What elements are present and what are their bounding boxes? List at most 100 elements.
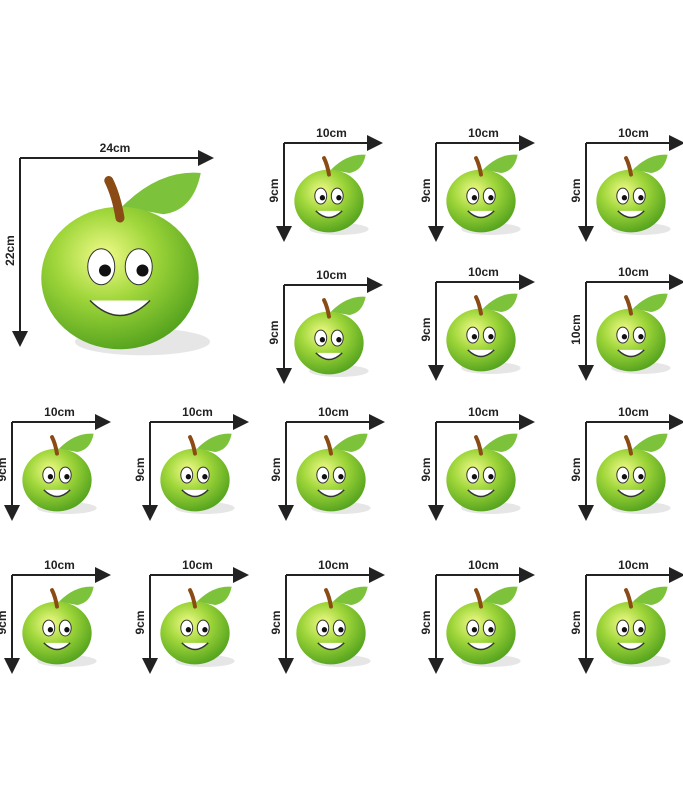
mouth	[617, 489, 645, 498]
sticker: 10cm 9cm	[419, 126, 535, 242]
pupil	[471, 627, 478, 633]
sticker: 10cm 9cm	[267, 126, 383, 242]
pupil	[471, 474, 478, 480]
apple	[22, 586, 97, 667]
sticker: 10cm 9cm	[569, 405, 683, 521]
width-label: 24cm	[100, 141, 131, 155]
apple	[294, 154, 369, 235]
pupil	[99, 264, 111, 277]
width-label: 10cm	[318, 558, 349, 572]
pupil	[638, 627, 644, 633]
height-label: 9cm	[133, 457, 147, 481]
mouth	[617, 210, 645, 219]
sticker: 10cm 9cm	[419, 558, 535, 674]
sticker: 10cm 9cm	[267, 268, 383, 384]
width-label: 10cm	[316, 268, 347, 282]
pupil	[321, 474, 328, 480]
sticker: 24cm 22cm	[3, 141, 214, 356]
apple-body	[446, 448, 516, 512]
width-label: 10cm	[618, 405, 649, 419]
mouth	[467, 210, 495, 219]
mouth	[467, 642, 495, 651]
height-label: 10cm	[569, 314, 583, 345]
pupil	[488, 334, 494, 340]
mouth	[181, 642, 209, 651]
sticker: 10cm 9cm	[133, 405, 249, 521]
height-label: 9cm	[419, 610, 433, 634]
apple-leaf	[483, 586, 518, 605]
pupil	[319, 195, 326, 201]
mouth	[467, 349, 495, 358]
apple-body	[596, 448, 666, 512]
mouth	[617, 642, 645, 651]
apple	[596, 586, 671, 667]
width-label: 10cm	[44, 558, 75, 572]
height-label: 9cm	[569, 457, 583, 481]
pupil	[202, 474, 208, 480]
sticker: 10cm 9cm	[419, 405, 535, 521]
apple-stem	[474, 295, 483, 316]
height-label: 9cm	[269, 610, 283, 634]
sticker: 10cm 9cm	[0, 558, 111, 674]
apple-stem	[324, 588, 333, 609]
pupil	[638, 334, 644, 340]
apple-stem	[324, 435, 333, 456]
apple-body	[22, 601, 92, 665]
apple-body	[446, 169, 516, 233]
width-label: 10cm	[618, 558, 649, 572]
apple	[22, 433, 97, 514]
pupil	[336, 337, 342, 343]
width-label: 10cm	[618, 265, 649, 279]
pupil	[488, 627, 494, 633]
sticker: 10cm 9cm	[0, 405, 111, 521]
width-label: 10cm	[468, 405, 499, 419]
apple	[160, 433, 235, 514]
apple-stem	[188, 435, 197, 456]
apple	[446, 293, 521, 374]
pupil	[185, 627, 192, 633]
pupil	[621, 195, 628, 201]
width-label: 10cm	[468, 558, 499, 572]
apple-leaf	[633, 586, 668, 605]
height-label: 9cm	[419, 317, 433, 341]
width-label: 10cm	[182, 558, 213, 572]
pupil	[621, 627, 628, 633]
mouth	[315, 210, 343, 219]
sticker: 10cm 9cm	[569, 558, 683, 674]
apple-stem	[322, 156, 331, 177]
sticker: 10cm 9cm	[419, 265, 535, 381]
mouth	[181, 489, 209, 498]
apple	[294, 296, 369, 377]
apple-stem	[624, 588, 633, 609]
apple-leaf	[197, 586, 232, 605]
apple-body	[160, 448, 230, 512]
mouth	[467, 489, 495, 498]
width-label: 10cm	[318, 405, 349, 419]
apple-leaf	[483, 433, 518, 452]
mouth	[43, 489, 71, 498]
pupil	[471, 195, 478, 201]
apple-body	[296, 448, 366, 512]
pupil	[185, 474, 192, 480]
width-label: 10cm	[468, 265, 499, 279]
height-label: 9cm	[267, 178, 281, 202]
pupil	[202, 627, 208, 633]
apple-body	[22, 448, 92, 512]
height-label: 22cm	[3, 235, 17, 266]
height-label: 9cm	[133, 610, 147, 634]
apple-stem	[474, 156, 483, 177]
width-label: 10cm	[618, 126, 649, 140]
apple-leaf	[59, 586, 94, 605]
apple-stem	[624, 435, 633, 456]
pupil	[488, 195, 494, 201]
apple	[596, 154, 671, 235]
apple	[446, 433, 521, 514]
apple	[296, 433, 371, 514]
apple-body	[596, 601, 666, 665]
apple-stem	[322, 298, 331, 319]
mouth	[317, 489, 345, 498]
width-label: 10cm	[182, 405, 213, 419]
apple-body	[446, 308, 516, 372]
sticker: 10cm 10cm	[569, 265, 683, 381]
